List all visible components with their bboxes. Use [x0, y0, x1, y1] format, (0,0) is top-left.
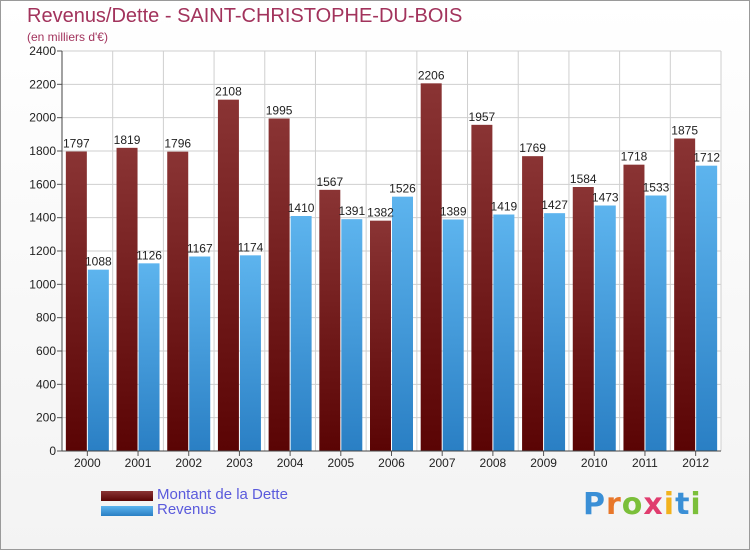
x-tick-label: 2006	[378, 456, 405, 470]
y-tick-label: 2200	[29, 77, 56, 91]
revenus-value-label: 1174	[238, 240, 264, 254]
y-tick-label: 800	[36, 311, 56, 325]
revenus-bar	[87, 269, 109, 451]
debt-bar	[471, 124, 493, 451]
y-tick-label: 2400	[29, 44, 56, 58]
debt-value-label: 1769	[519, 141, 546, 155]
y-tick-label: 1800	[29, 144, 56, 158]
x-tick-label: 2002	[175, 456, 202, 470]
x-tick-label: 2011	[632, 456, 658, 470]
debt-value-label: 1995	[266, 104, 293, 118]
logo-letter: t	[675, 487, 691, 522]
y-tick-label: 1400	[29, 211, 56, 225]
revenus-bar	[138, 263, 160, 451]
x-tick-label: 2004	[277, 456, 304, 470]
x-tick-label: 2009	[530, 456, 557, 470]
revenus-value-label: 1410	[288, 201, 315, 215]
revenus-bar	[290, 216, 312, 451]
x-tick-label: 2007	[429, 456, 456, 470]
logo-letter: i	[663, 487, 676, 522]
debt-value-label: 2206	[418, 68, 445, 82]
revenus-bar	[442, 219, 464, 451]
y-tick-label: 600	[36, 344, 56, 358]
debt-value-label: 1819	[114, 133, 141, 147]
debt-bar	[420, 83, 442, 451]
revenus-bar	[696, 165, 718, 451]
debt-value-label: 1584	[570, 172, 597, 186]
y-tick-label: 1200	[29, 244, 56, 258]
debt-value-label: 1875	[671, 124, 698, 138]
revenus-bar	[392, 196, 413, 451]
logo-letter: r	[606, 487, 622, 522]
proxiti-logo: Proxiti	[583, 487, 702, 522]
debt-value-label: 2108	[215, 85, 242, 99]
chart-title: Revenus/Dette - SAINT-CHRISTOPHE-DU-BOIS	[27, 5, 463, 27]
revenus-value-label: 1419	[491, 200, 518, 214]
x-tick-label: 2008	[480, 456, 507, 470]
revenus-value-label: 1391	[338, 204, 365, 218]
logo-letter: i	[690, 487, 702, 522]
x-tick-label: 2005	[327, 456, 354, 470]
debt-bar	[217, 99, 239, 452]
legend-swatch-revenus	[101, 506, 153, 516]
revenus-bar	[645, 195, 667, 451]
debt-bar	[623, 164, 645, 451]
revenus-value-label: 1427	[541, 198, 568, 212]
revenus-value-label: 1473	[592, 191, 619, 205]
y-tick-label: 200	[36, 411, 56, 425]
revenus-value-label: 1533	[643, 181, 670, 195]
revenus-bar	[594, 205, 616, 451]
x-tick-label: 2003	[226, 456, 253, 470]
revenus-value-label: 1126	[136, 248, 162, 262]
debt-value-label: 1797	[63, 137, 90, 151]
y-tick-label: 1000	[29, 277, 56, 291]
debt-value-label: 1957	[469, 110, 496, 124]
revenus-bar	[239, 255, 261, 451]
x-tick-label: 2010	[581, 456, 608, 470]
debt-value-label: 1567	[316, 175, 343, 189]
legend-label-dette: Montant de la Dette	[157, 486, 288, 503]
debt-value-label: 1796	[164, 137, 191, 151]
revenus-bar	[341, 219, 363, 451]
x-tick-label: 2001	[125, 456, 152, 470]
debt-bar	[522, 156, 544, 451]
debt-bar	[65, 151, 87, 451]
chart-subtitle: (en milliers d'€)	[27, 30, 108, 44]
legend-label-revenus: Revenus	[157, 501, 217, 518]
legend-swatch-dette	[101, 491, 153, 501]
debt-value-label: 1382	[367, 206, 394, 220]
debt-bar	[674, 138, 696, 451]
y-tick-label: 2000	[29, 111, 56, 125]
revenus-value-label: 1526	[389, 182, 416, 196]
revenus-bar	[493, 214, 515, 451]
revenus-bar	[189, 256, 211, 451]
debt-bar	[116, 147, 138, 452]
y-tick-label: 1600	[29, 177, 56, 191]
logo-letter: P	[583, 487, 606, 522]
x-tick-label: 2012	[682, 456, 709, 470]
revenus-bar	[544, 213, 566, 451]
y-tick-label: 400	[36, 377, 56, 391]
debt-bar	[572, 187, 594, 451]
revenus-value-label: 1088	[85, 255, 112, 269]
debt-bar	[370, 220, 391, 451]
debt-bar	[268, 118, 290, 451]
debt-value-label: 1718	[621, 150, 648, 164]
debt-bar	[319, 189, 341, 452]
revenus-value-label: 1167	[187, 242, 213, 256]
logo-letter: x	[643, 487, 664, 522]
revenus-value-label: 1712	[693, 151, 720, 165]
y-tick-label: 0	[49, 444, 56, 458]
logo-letter: o	[621, 487, 644, 522]
x-tick-label: 2000	[74, 456, 101, 470]
debt-bar	[167, 151, 189, 451]
revenus-value-label: 1389	[440, 205, 467, 219]
